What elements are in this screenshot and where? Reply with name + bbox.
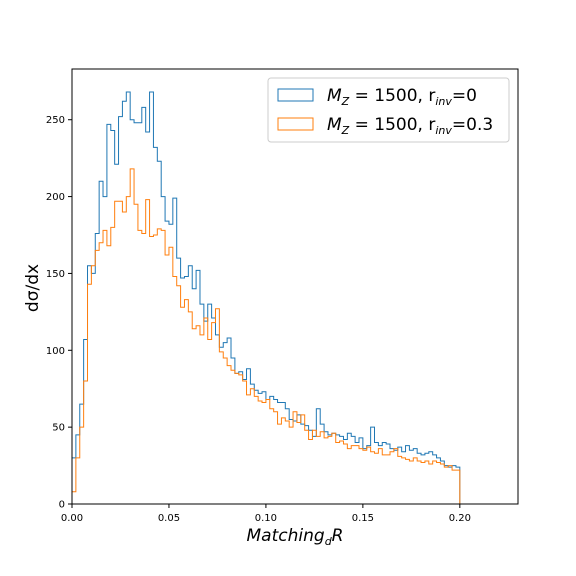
x-tick-label-4: 0.20 [449, 513, 471, 524]
y-axis-title: dσ/dx [23, 264, 43, 312]
legend: MZ = 1500, rinv=0 MZ = 1500, rinv=0.3 [268, 78, 509, 142]
legend-label-1: MZ = 1500, rinv=0.3 [327, 115, 493, 137]
x-tick-label-3: 0.15 [352, 513, 374, 524]
y-tick-label-1: 50 [52, 423, 65, 434]
plot-layer [72, 92, 460, 504]
x-axis-title-main: Matching [247, 526, 325, 546]
x-tick-label-0: 0.00 [61, 513, 83, 524]
x-tick-label-1: 0.05 [158, 513, 180, 524]
series-1-step-line [72, 169, 460, 504]
y-tick-label-2: 100 [46, 346, 65, 357]
legend-label-0: MZ = 1500, rinv=0 [327, 86, 477, 108]
y-tick-label-0: 0 [59, 500, 65, 511]
y-tick-label-4: 200 [46, 192, 65, 203]
y-tick-label-5: 250 [46, 115, 65, 126]
x-axis-title-tail: R [332, 526, 344, 546]
x-tick-label-2: 0.10 [255, 513, 277, 524]
series-0-step-line [72, 92, 460, 504]
x-axis-title: MatchingdR [247, 526, 344, 548]
y-tick-label-3: 150 [46, 269, 65, 280]
